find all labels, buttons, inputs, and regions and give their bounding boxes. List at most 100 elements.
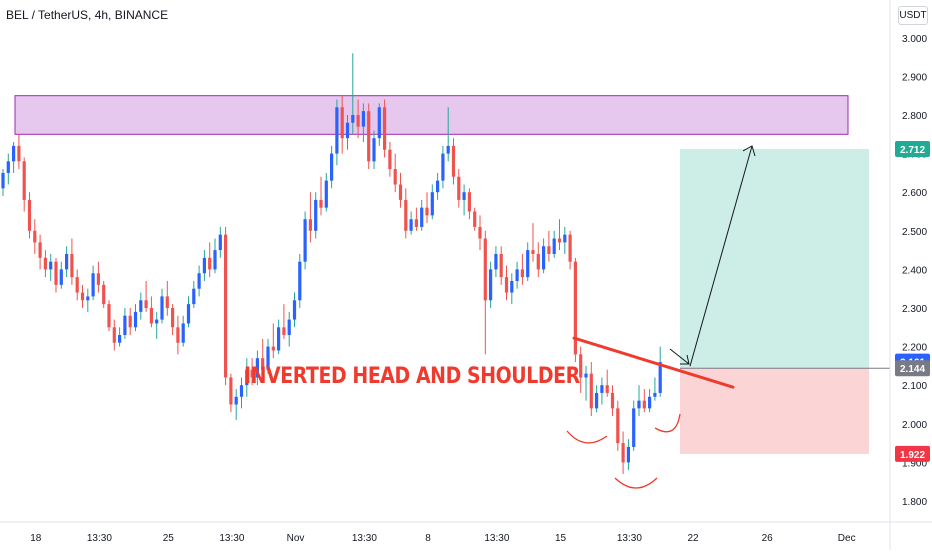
- candle-body: [171, 308, 175, 328]
- candle: [430, 184, 434, 220]
- candle: [414, 207, 418, 231]
- candle: [367, 103, 371, 170]
- price-tick-label: 2.100: [902, 381, 927, 392]
- candle: [420, 199, 424, 231]
- candle-body: [409, 219, 413, 231]
- candle: [38, 234, 42, 270]
- target-arrow-head: [742, 145, 756, 157]
- candle-body: [303, 219, 307, 262]
- candle: [54, 257, 58, 293]
- candle: [626, 439, 630, 471]
- candle: [65, 246, 69, 278]
- candle: [388, 142, 392, 177]
- candle: [579, 346, 583, 393]
- candle-body: [515, 269, 519, 281]
- candle: [160, 288, 164, 324]
- price-label-box: [895, 360, 930, 377]
- time-tick-label: 13:30: [352, 533, 377, 544]
- candle-body: [547, 246, 551, 254]
- candle-body: [436, 180, 440, 193]
- candle: [218, 226, 222, 258]
- candle-body: [65, 253, 69, 270]
- candle-body: [367, 111, 371, 162]
- candles-layer: [1, 53, 662, 474]
- candle-body: [504, 277, 509, 293]
- currency-button[interactable]: USDT: [898, 6, 928, 25]
- candle: [17, 134, 21, 170]
- candle: [319, 176, 323, 216]
- candle-body: [616, 408, 620, 444]
- candle: [372, 130, 376, 170]
- candle: [96, 261, 100, 293]
- candle-body: [208, 257, 212, 270]
- candle-body: [96, 273, 100, 285]
- candle-body: [330, 153, 334, 181]
- candle-body: [356, 115, 360, 127]
- candle: [499, 246, 503, 285]
- price-label-box: [895, 445, 930, 462]
- candle: [584, 365, 588, 401]
- candle-body: [91, 273, 95, 297]
- stop-zone: [680, 368, 869, 454]
- candle-body: [59, 269, 63, 285]
- candle-body: [557, 238, 562, 243]
- candle-body: [27, 199, 32, 231]
- time-axis[interactable]: 18 13:30 25 13:30 Nov 13:30 8 13:30 15 13:30 22 26 D…: [0, 521, 932, 544]
- candle: [393, 153, 397, 193]
- drawing-layer: [14, 95, 890, 454]
- neckline: [572, 336, 735, 389]
- candle-body: [552, 238, 556, 254]
- price-label: 1.922: [895, 445, 930, 462]
- candle-body: [632, 408, 636, 447]
- candle: [632, 400, 636, 451]
- candle-body: [568, 234, 572, 262]
- candle: [155, 311, 159, 339]
- candle: [441, 145, 445, 189]
- time-tick-label: 8: [425, 533, 431, 544]
- candle-body: [536, 253, 540, 270]
- candle: [383, 99, 387, 158]
- candle: [457, 169, 461, 208]
- candle-body: [6, 161, 10, 173]
- time-tick-label: 26: [762, 533, 774, 544]
- candle-body: [441, 153, 445, 181]
- candle-body: [118, 335, 122, 343]
- candle-body: [298, 261, 302, 301]
- time-tick-label: 13:30: [617, 533, 642, 544]
- price-tick-label: 2.000: [902, 420, 927, 431]
- candle: [335, 99, 339, 166]
- candle-body: [17, 145, 21, 162]
- candle: [118, 327, 122, 347]
- price-axis[interactable]: 3.0002.9002.8002.7002.6002.5002.4002.300…: [889, 0, 927, 550]
- price-label: 2.712: [895, 140, 930, 157]
- candle: [478, 215, 482, 251]
- candle: [308, 192, 312, 243]
- candle: [653, 377, 657, 401]
- price-tick-label: 2.200: [902, 343, 927, 354]
- candle-body: [420, 207, 424, 227]
- candle-body: [70, 253, 74, 278]
- time-tick-label: 13:30: [87, 533, 112, 544]
- candle: [133, 304, 138, 332]
- candle-body: [155, 319, 159, 324]
- candle: [494, 246, 498, 278]
- candle-body: [1, 172, 5, 189]
- candle: [600, 377, 604, 405]
- candle: [446, 107, 450, 162]
- candle: [324, 172, 328, 212]
- pattern-annotation: INVERTED HEAD AND SHOULDER: [244, 364, 580, 389]
- candle: [303, 211, 307, 270]
- price-tick-label: 1.900: [902, 458, 927, 469]
- candle-body: [86, 296, 90, 301]
- candle: [510, 273, 514, 305]
- candle-body: [489, 269, 493, 301]
- candle-body: [271, 346, 275, 351]
- candle-body: [467, 192, 471, 212]
- candle: [1, 169, 5, 197]
- right-shoulder-curve: [654, 413, 681, 433]
- price-tick-label: 2.400: [902, 265, 927, 276]
- candle-body: [139, 300, 143, 312]
